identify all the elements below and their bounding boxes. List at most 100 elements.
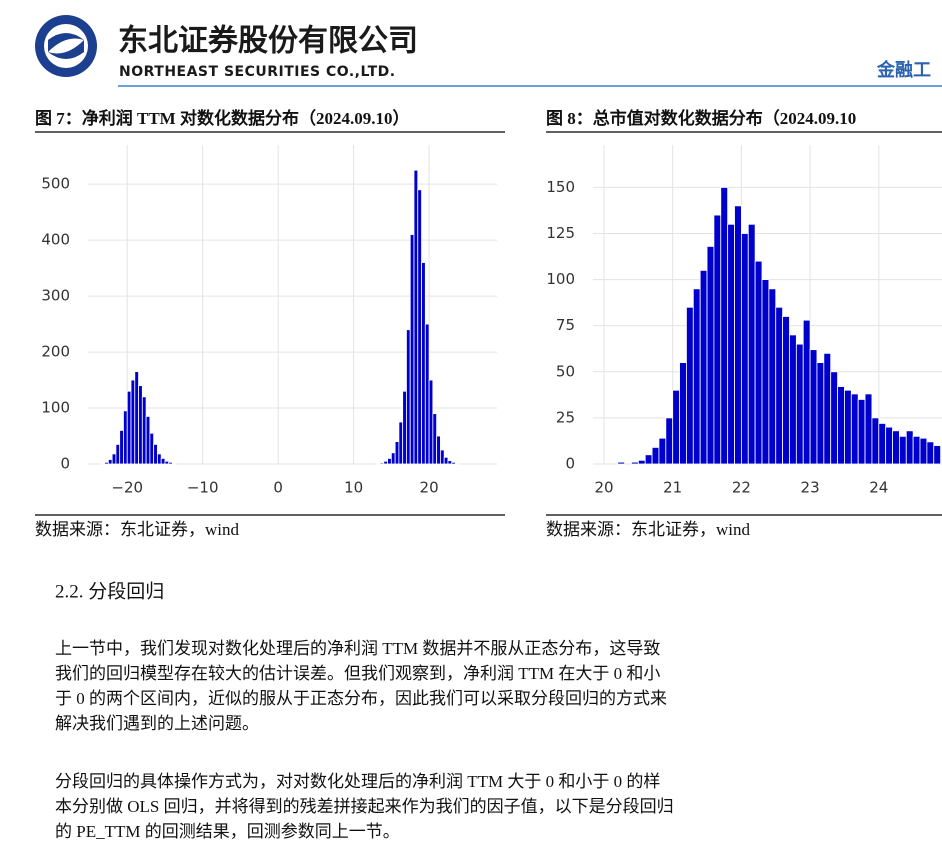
histogram-bar <box>111 453 117 465</box>
histogram-bar <box>892 430 900 465</box>
paragraph-line: 分段回归的具体操作方式为，对对数化处理后的净利润 TTM 大于 0 和小于 0 … <box>55 772 660 791</box>
section-heading: 2.2. 分段回归 <box>55 580 164 602</box>
source-note: 数据来源：东北证券，wind <box>35 520 239 539</box>
histogram-bar <box>912 435 921 465</box>
histogram-bar <box>409 234 415 465</box>
y-tick-label: 500 <box>41 175 70 193</box>
histogram-bar <box>885 426 893 465</box>
histogram-bar <box>850 393 859 465</box>
histogram-bar <box>153 444 158 465</box>
paragraph-line: 解决我们遇到的上述问题。 <box>55 714 259 733</box>
y-tick-label: 75 <box>556 316 575 334</box>
histogram-bar <box>145 416 151 465</box>
histogram-bar <box>919 437 928 465</box>
histogram-bar <box>672 389 680 465</box>
histogram-bar <box>871 417 880 465</box>
histogram-bar <box>617 461 626 465</box>
histogram-bar <box>713 214 722 465</box>
histogram-bar <box>699 269 708 465</box>
y-tick-label: 50 <box>556 362 575 380</box>
histogram-bar <box>398 421 404 465</box>
x-tick-label: 23 <box>801 479 820 497</box>
histogram-bar <box>126 390 132 465</box>
histogram-bar <box>119 430 124 465</box>
histogram-bar <box>644 454 653 465</box>
x-tick-label: 20 <box>594 479 613 497</box>
y-tick-label: 0 <box>565 455 575 473</box>
header-right: 金融工 <box>876 59 931 80</box>
x-tick-label: 24 <box>869 479 888 497</box>
histogram-bar <box>168 461 173 465</box>
figure-caption: 图 7：净利润 TTM 对数化数据分布（2024.09.10） <box>35 108 409 128</box>
histogram-bar <box>443 456 449 465</box>
histogram-bar <box>134 371 139 465</box>
x-tick-label: −20 <box>111 479 143 497</box>
y-tick-label: 100 <box>41 399 70 417</box>
histogram-bar <box>436 435 441 465</box>
histogram-bar <box>754 260 763 465</box>
company-cn: 东北证券股份有限公司 <box>118 24 418 59</box>
histogram-bar <box>107 459 113 465</box>
histogram-bar <box>864 393 873 465</box>
histogram-bar <box>789 334 797 465</box>
histogram-bar <box>775 306 784 465</box>
histogram-bar <box>387 458 392 465</box>
histogram-bar <box>390 452 396 465</box>
histogram-bar <box>823 352 832 465</box>
logo <box>35 15 97 77</box>
histogram-bar <box>899 435 907 465</box>
y-tick-label: 300 <box>41 287 70 305</box>
histogram-bar <box>413 169 419 465</box>
histogram-bar <box>665 417 674 465</box>
histogram-bar <box>926 441 935 465</box>
histogram-bar <box>172 463 177 465</box>
histogram-bar <box>402 390 407 465</box>
histogram-bar <box>123 410 128 465</box>
histogram-bar <box>428 379 434 465</box>
histogram-bar <box>141 396 147 465</box>
histogram-bar <box>857 399 866 465</box>
histogram-bar <box>795 343 804 465</box>
histogram-bar <box>740 233 749 465</box>
x-tick-label: 20 <box>420 479 439 497</box>
histogram-bar <box>417 189 422 465</box>
histogram-bar <box>455 463 460 465</box>
histogram-bar <box>720 187 729 465</box>
histogram-bar <box>768 288 777 465</box>
histogram-bar <box>761 279 770 465</box>
x-tick-label: 21 <box>663 479 682 497</box>
y-tick-label: 150 <box>546 178 575 196</box>
histogram-bar <box>706 246 715 465</box>
histogram-bar <box>844 389 852 465</box>
paragraph-line: 的 PE_TTM 的回测结果，回测参数同上一节。 <box>55 822 400 841</box>
paragraph-line: 我们的回归模型存在较大的估计误差。但我们观察到，净利润 TTM 在大于 0 和小 <box>55 664 660 683</box>
paragraph-line: 上一节中，我们发现对数化处理后的净利润 TTM 数据并不服从正态分布，这导致 <box>55 639 660 658</box>
x-tick-label: 10 <box>344 479 363 497</box>
source-note: 数据来源：东北证券，wind <box>546 520 750 539</box>
histogram-bar <box>837 386 845 465</box>
histogram-bar <box>637 459 646 465</box>
x-tick-label: 0 <box>273 479 283 497</box>
histogram-bar <box>933 445 942 465</box>
histogram-bar <box>138 385 143 465</box>
histogram-bar <box>658 437 667 465</box>
histogram-bar <box>394 441 400 465</box>
histogram-bar <box>686 306 694 465</box>
histogram-bar <box>130 379 136 465</box>
histogram-bar <box>447 460 453 465</box>
histogram-bar <box>679 362 687 465</box>
histogram-bar <box>160 458 166 465</box>
histogram-bar <box>157 453 162 465</box>
y-tick-label: 25 <box>556 408 575 426</box>
y-tick-label: 100 <box>546 270 575 288</box>
histogram-bar <box>631 461 639 465</box>
histogram-bar <box>100 463 106 465</box>
histogram-bar <box>383 460 388 465</box>
histogram-bar <box>375 463 381 465</box>
histogram-bar <box>905 430 914 465</box>
histogram-bar <box>734 205 742 465</box>
histogram-bar <box>692 288 701 465</box>
figure-caption: 图 8：总市值对数化数据分布（2024.09.10 <box>546 108 856 128</box>
